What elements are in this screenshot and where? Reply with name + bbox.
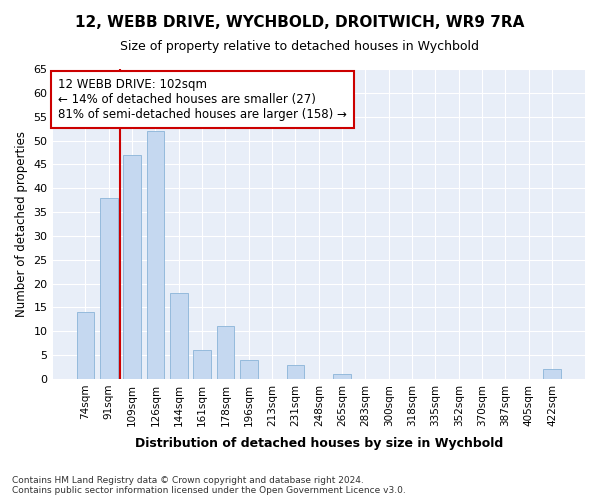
Bar xyxy=(170,293,188,379)
Text: Size of property relative to detached houses in Wychbold: Size of property relative to detached ho… xyxy=(121,40,479,53)
Bar xyxy=(240,360,257,379)
Text: Contains HM Land Registry data © Crown copyright and database right 2024.
Contai: Contains HM Land Registry data © Crown c… xyxy=(12,476,406,495)
Bar xyxy=(334,374,351,379)
X-axis label: Distribution of detached houses by size in Wychbold: Distribution of detached houses by size … xyxy=(134,437,503,450)
Y-axis label: Number of detached properties: Number of detached properties xyxy=(15,131,28,317)
Bar xyxy=(100,198,118,379)
Bar xyxy=(287,364,304,379)
Text: 12, WEBB DRIVE, WYCHBOLD, DROITWICH, WR9 7RA: 12, WEBB DRIVE, WYCHBOLD, DROITWICH, WR9… xyxy=(76,15,524,30)
Bar xyxy=(544,370,561,379)
Bar xyxy=(217,326,234,379)
Text: 12 WEBB DRIVE: 102sqm
← 14% of detached houses are smaller (27)
81% of semi-deta: 12 WEBB DRIVE: 102sqm ← 14% of detached … xyxy=(58,78,347,122)
Bar xyxy=(147,131,164,379)
Bar xyxy=(193,350,211,379)
Bar xyxy=(124,155,141,379)
Bar xyxy=(77,312,94,379)
